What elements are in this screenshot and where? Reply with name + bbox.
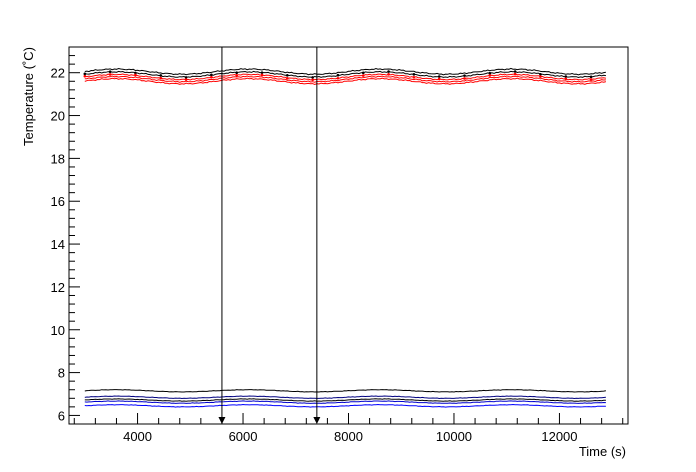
series-marker — [361, 74, 365, 77]
annotation-layer — [218, 47, 321, 424]
series-marker — [260, 71, 264, 74]
series-line — [84, 73, 606, 81]
series-marker — [108, 70, 112, 73]
series-marker — [539, 75, 542, 78]
arrow-head — [313, 417, 321, 424]
y-tick-label: 8 — [58, 366, 65, 381]
series-line — [84, 400, 606, 404]
series-marker — [210, 75, 213, 79]
series-marker — [361, 71, 365, 75]
series-marker — [387, 70, 390, 73]
y-tick-label: 20 — [51, 109, 65, 124]
series-marker — [286, 74, 289, 77]
series-marker — [159, 74, 163, 77]
series-marker — [336, 76, 340, 80]
series-line — [84, 77, 607, 86]
series-marker — [134, 71, 137, 75]
x-tick-label: 10000 — [436, 429, 472, 444]
series-line — [84, 398, 606, 402]
series-marker — [437, 77, 441, 81]
series-marker — [463, 74, 466, 77]
series-marker — [184, 78, 188, 81]
y-axis-ticks: 6 8 10 12 14 16 18 20 22 — [51, 46, 80, 425]
series-marker — [311, 78, 314, 82]
series-line — [84, 75, 606, 83]
series-marker — [336, 73, 340, 77]
series-marker — [83, 74, 87, 78]
x-tick-label: 6000 — [229, 429, 258, 444]
series-layer — [83, 67, 607, 408]
series-marker — [437, 75, 441, 78]
series-line — [84, 389, 606, 393]
series-marker — [412, 73, 416, 76]
arrow-head — [218, 417, 226, 424]
series-marker — [412, 75, 416, 79]
series-marker — [488, 74, 492, 77]
y-tick-label: 16 — [51, 194, 65, 209]
x-tick-label: 8000 — [334, 429, 363, 444]
series-marker — [83, 72, 87, 76]
series-marker — [260, 73, 264, 77]
series-marker — [513, 72, 517, 76]
y-tick-label: 22 — [51, 66, 65, 81]
series-marker — [286, 76, 289, 80]
x-axis-title: Time (s) — [579, 444, 626, 459]
series-marker — [235, 71, 238, 75]
y-tick-label: 12 — [51, 280, 65, 295]
series-line — [84, 395, 606, 400]
series-marker — [235, 73, 238, 77]
series-marker — [134, 73, 137, 77]
series-marker — [387, 73, 390, 76]
series-marker — [513, 70, 517, 73]
series-marker — [108, 73, 112, 76]
y-tick-label: 14 — [51, 237, 65, 252]
x-tick-label: 4000 — [123, 429, 152, 444]
series-line — [84, 67, 606, 76]
series-marker — [159, 76, 163, 80]
series-marker — [210, 73, 213, 77]
y-tick-label: 18 — [51, 151, 65, 166]
series-marker — [463, 77, 466, 80]
series-marker — [589, 75, 593, 79]
series-marker — [564, 77, 568, 81]
x-axis-ticks: 4000 6000 8000 10000 12000 — [73, 413, 624, 444]
series-marker — [589, 78, 593, 81]
plot-frame — [68, 46, 629, 425]
series-marker — [539, 72, 542, 76]
series-marker — [184, 76, 188, 79]
series-line — [84, 403, 606, 408]
series-marker — [488, 71, 492, 75]
y-tick-label: 10 — [51, 323, 65, 338]
series-line — [84, 70, 606, 79]
x-tick-label: 12000 — [541, 429, 577, 444]
series-marker — [311, 76, 314, 79]
y-tick-label: 6 — [58, 408, 65, 423]
y-axis-title: Temperature (˚C) — [21, 47, 36, 146]
series-marker — [564, 75, 568, 78]
